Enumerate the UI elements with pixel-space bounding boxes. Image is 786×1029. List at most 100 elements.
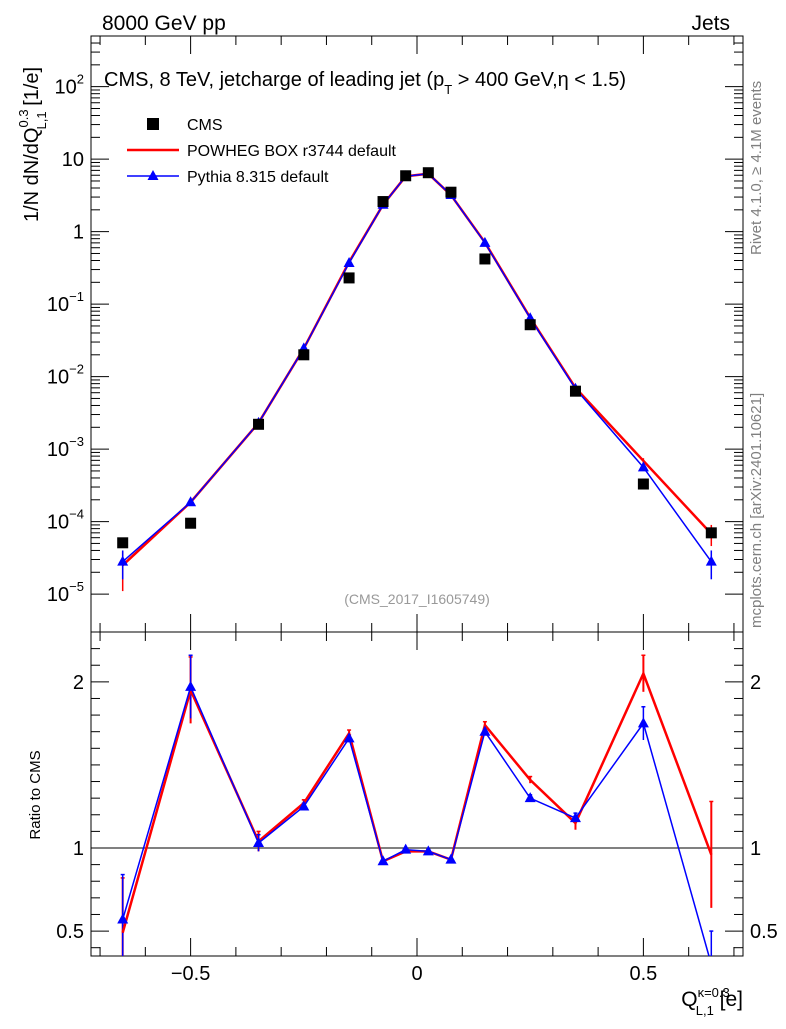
legend-label-powheg: POWHEG BOX r3744 default [187, 143, 397, 160]
cms-point [343, 272, 355, 284]
ratio-y-tick-label-right: 2 [750, 672, 761, 694]
ratio-pythia-point [253, 837, 265, 848]
rivet-info: Rivet 4.1.0, ≥ 4.1M events [748, 81, 765, 255]
cms-point [524, 319, 536, 331]
xlabel-sup: κ=0.3 [698, 985, 730, 1000]
main-ylabel: 1/N dN/dQ0.3 L,1 [1/e] [16, 67, 49, 222]
y-tick-exp: −2 [69, 362, 84, 377]
xlabel-sub: L,1 [696, 1003, 714, 1018]
energy-label: 8000 GeV pp [102, 12, 226, 35]
title-pre: CMS, 8 TeV, jetcharge of leading jet (p [104, 69, 444, 91]
y-tick-label: 10−3 [47, 434, 84, 461]
ratio-pythia-point [377, 855, 389, 866]
cms-point [569, 385, 581, 397]
cms-point [422, 167, 434, 179]
y-tick-base: 10 [47, 584, 69, 606]
cms-point [298, 349, 310, 361]
powheg-line [121, 172, 713, 567]
ratio-marks [91, 654, 743, 957]
title-post: > 400 GeV,η < 1.5) [452, 69, 626, 91]
ratio-pythia-line [121, 684, 710, 957]
ratio-pythia-point [343, 732, 355, 743]
cms-point [479, 253, 491, 265]
mcplots-info: mcplots.cern.ch [arXiv:2401.10621] [748, 393, 765, 628]
y-tick-label: 10−2 [47, 362, 84, 389]
y-tick-base: 10 [47, 294, 69, 316]
pythia-point [705, 555, 717, 566]
ratio-pythia-point [445, 853, 457, 864]
legend-label-cms: CMS [187, 117, 223, 134]
y-tick-label: 10 [62, 149, 84, 171]
ratio-pythia-point [117, 913, 129, 924]
y-tick-label: 10−4 [47, 507, 84, 534]
pythia-point [343, 256, 355, 267]
y-tick-exp: 2 [77, 72, 84, 87]
cms-point [637, 478, 649, 490]
ratio-xlabel: Qκ=0.3 L,1 [e] [681, 985, 743, 1018]
pythia-point [479, 236, 491, 247]
y-tick-base: 10 [47, 439, 69, 461]
ratio-pythia-point [298, 800, 310, 811]
y-tick-label: 102 [55, 72, 84, 99]
ratio-ylabel: Ratio to CMS [27, 750, 44, 839]
ratio-pythia-point [637, 717, 649, 728]
ratio-ticks: 0.5 0.5 1 1 2 2 −0.5 0 0.5 [56, 632, 778, 985]
process-label: Jets [691, 12, 730, 35]
cms-point [117, 537, 129, 549]
y-tick-label: 10−5 [47, 579, 84, 606]
legend: CMS POWHEG BOX r3744 default Pythia 8.315 … [127, 117, 397, 186]
title-sub: T [444, 82, 452, 97]
y-tick-label: 1 [73, 222, 84, 244]
ratio-pythia-point [479, 725, 491, 736]
legend-cms-marker [147, 118, 159, 130]
cms-point [445, 186, 457, 198]
y-tick-base: 1 [73, 222, 84, 244]
x-tick-label: 0 [411, 963, 422, 985]
pythia-point [185, 496, 197, 507]
ylabel-sub: L,1 [34, 111, 49, 129]
ratio-y-tick-label: 2 [73, 672, 84, 694]
legend-pythia-marker [147, 170, 159, 180]
y-tick-exp: −4 [69, 507, 84, 522]
y-tick-exp: −1 [69, 289, 84, 304]
y-tick-base: 10 [55, 77, 77, 99]
ylabel-sup: 0.3 [16, 109, 31, 127]
ratio-y-tick-label-right: 0.5 [750, 921, 778, 943]
x-tick-label: 0.5 [629, 963, 657, 985]
cms-point [705, 527, 717, 539]
ratio-pythia-point [400, 843, 412, 854]
y-tick-base: 10 [47, 367, 69, 389]
main-title: CMS, 8 TeV, jetcharge of leading jet (pT… [104, 69, 626, 97]
y-tick-exp: −3 [69, 434, 84, 449]
cms-point [400, 170, 412, 182]
ratio-panel: 0.5 0.5 1 1 2 2 −0.5 0 0.5 Ratio to CMS Qκ=0.3 L,… [27, 631, 778, 1018]
y-tick-base: 10 [47, 512, 69, 534]
ratio-y-tick-label: 1 [73, 838, 84, 860]
y-tick-base: 10 [62, 149, 84, 171]
ylabel-unit: [1/e] [21, 67, 43, 111]
xlabel-main: Q [681, 988, 697, 1011]
ylabel-main: 1/N dN/dQ [21, 128, 43, 222]
xlabel-unit: [e] [714, 988, 743, 1011]
ratio-pythia-point [422, 845, 434, 856]
ratio-pythia-point [524, 792, 536, 803]
pythia-point [637, 461, 649, 472]
y-tick-label: 10−1 [47, 289, 84, 316]
pythia-line [122, 172, 712, 563]
ratio-pythia-point [185, 680, 197, 691]
ratio-powheg-line [121, 670, 713, 934]
cms-point [377, 196, 389, 208]
legend-label-pythia: Pythia 8.315 default [187, 169, 329, 186]
analysis-id: (CMS_2017_I1605749) [344, 591, 490, 607]
cms-point [253, 418, 265, 430]
ratio-y-tick-label: 0.5 [56, 921, 84, 943]
y-tick-exp: −5 [69, 579, 84, 594]
x-tick-label: −0.5 [171, 963, 210, 985]
pythia-point [117, 555, 129, 566]
main-marks [117, 167, 717, 592]
ratio-pythia-point [569, 812, 581, 823]
cms-point [185, 517, 197, 529]
